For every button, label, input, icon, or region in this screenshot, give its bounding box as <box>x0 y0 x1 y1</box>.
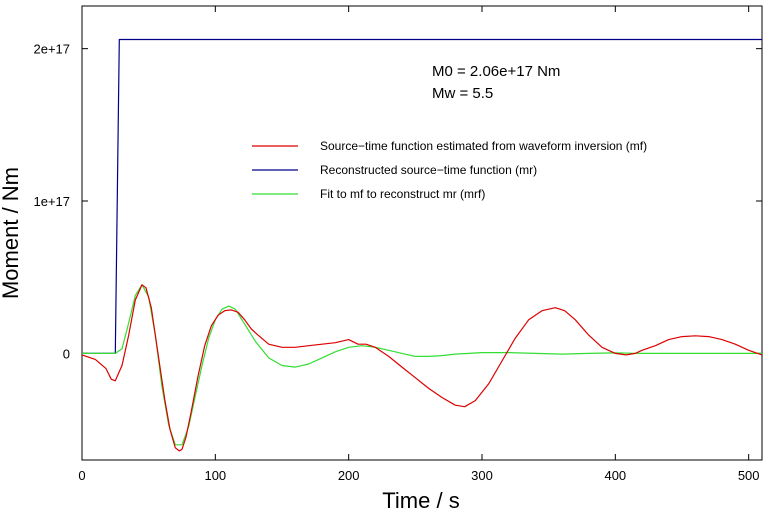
y-tick-label: 1e+17 <box>33 194 70 209</box>
x-tick-label: 100 <box>204 468 226 483</box>
series-line-0 <box>81 284 763 452</box>
legend-label: Source−time function estimated from wave… <box>320 139 647 153</box>
moment-annotation: M0 = 2.06e+17 Nm <box>432 63 560 80</box>
series-layer <box>81 38 763 452</box>
legend-label: Reconstructed source−time function (mr) <box>320 163 537 177</box>
plot-frame <box>81 5 763 461</box>
x-tick-label: 0 <box>78 468 85 483</box>
y-axis-title: Moment / Nm <box>0 167 23 299</box>
series-line-2 <box>82 284 762 446</box>
x-tick-label: 400 <box>604 468 626 483</box>
magnitude-annotation: Mw = 5.5 <box>432 85 493 102</box>
y-tick-label: 0 <box>63 346 70 361</box>
legend-label: Fit to mf to reconstruct mr (mrf) <box>320 187 485 201</box>
x-tick-label: 500 <box>738 468 760 483</box>
x-tick-label: 300 <box>471 468 493 483</box>
axis-ticks: 0 100 200 300 400 500 0 1e+17 2e+17 <box>33 6 762 483</box>
y-tick-label: 2e+17 <box>33 42 70 57</box>
x-tick-label: 200 <box>338 468 360 483</box>
legend: Source−time function estimated from wave… <box>252 139 647 201</box>
x-axis-title: Time / s <box>382 488 459 512</box>
